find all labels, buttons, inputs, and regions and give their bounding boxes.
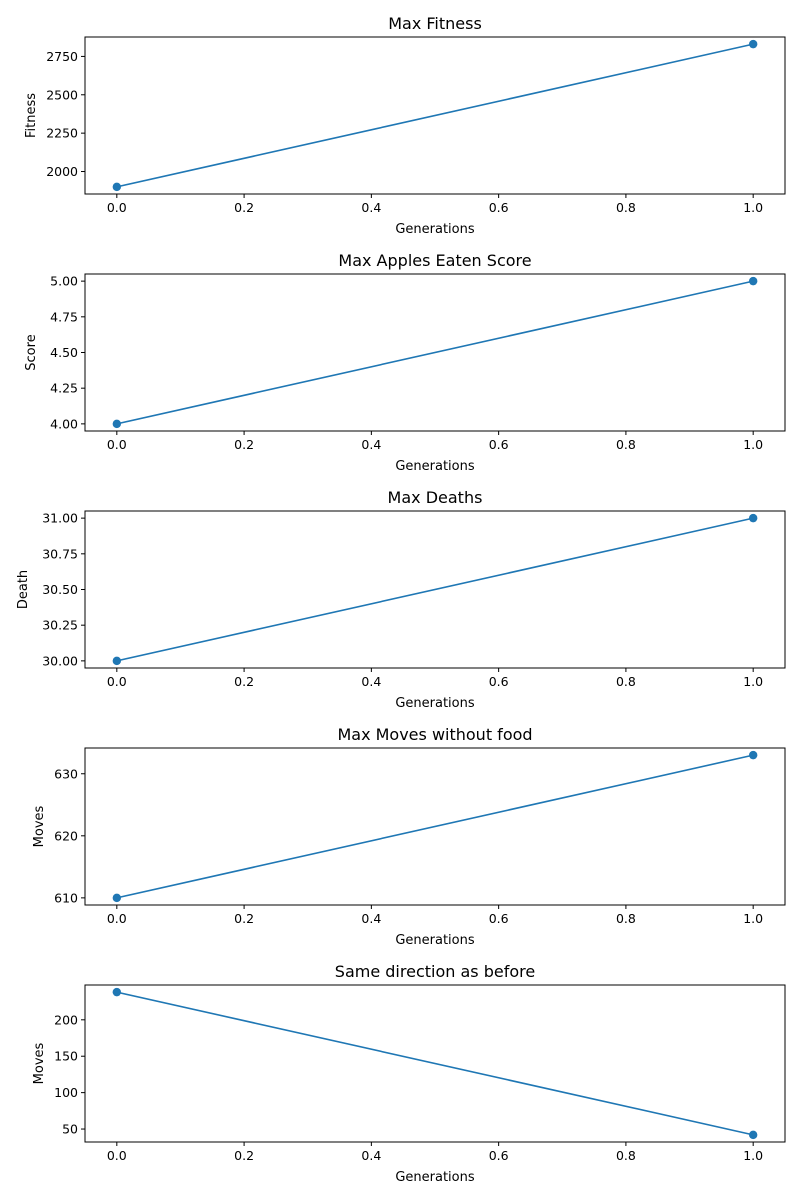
y-tick-label: 4.00 (50, 416, 78, 431)
chart-panel-2: Max Deaths 0.0 0.2 0.4 0.6 0.8 1.0 30.00 30.25 30… (16, 488, 786, 711)
y-tick-label: 150 (54, 1049, 78, 1064)
chart-title: Max Deaths (388, 488, 483, 507)
x-tick-label: 0.0 (107, 674, 127, 689)
x-tick-label: 0.2 (234, 437, 254, 452)
x-tick-label: 0.8 (616, 674, 636, 689)
y-axis-label: Death (16, 570, 31, 609)
x-axis-label: Generations (395, 696, 475, 711)
y-tick-label: 31.00 (42, 511, 78, 526)
y-tick-label: 2750 (46, 49, 78, 64)
y-tick-label: 30.50 (42, 582, 78, 597)
y-tick-label: 2000 (46, 164, 78, 179)
x-tick-label: 1.0 (743, 911, 763, 926)
x-tick-label: 0.0 (107, 437, 127, 452)
x-tick-label: 1.0 (743, 437, 763, 452)
y-tick-label: 4.75 (50, 309, 78, 324)
data-point (748, 276, 758, 286)
series-line (116, 43, 754, 188)
y-tick-label: 620 (54, 828, 78, 843)
y-axis-label: Moves (32, 1042, 47, 1084)
series-line (116, 991, 754, 1136)
x-tick-label: 0.4 (361, 674, 381, 689)
x-tick-label: 0.4 (361, 1148, 381, 1163)
x-tick-label: 0.2 (234, 1148, 254, 1163)
data-point (748, 39, 758, 49)
x-tick-label: 0.0 (107, 911, 127, 926)
data-point (112, 893, 122, 903)
y-tick-label: 4.25 (50, 381, 78, 396)
plot-frame (84, 984, 786, 1143)
x-tick-label: 0.6 (489, 911, 509, 926)
x-tick-label: 0.6 (489, 674, 509, 689)
data-point (112, 656, 122, 666)
x-tick-label: 0.8 (616, 1148, 636, 1163)
y-axis-label: Score (24, 334, 39, 370)
chart-title: Max Moves without food (337, 725, 532, 744)
chart-panel-1: Max Apples Eaten Score 0.0 0.2 0.4 0.6 0.8 1.0… (24, 251, 786, 474)
series-line (116, 517, 754, 662)
y-tick-label: 630 (54, 766, 78, 781)
y-tick-label: 5.00 (50, 274, 78, 289)
x-tick-label: 0.4 (361, 911, 381, 926)
x-axis-label: Generations (395, 222, 475, 237)
x-tick-label: 0.0 (107, 200, 127, 215)
chart-panel-0: Max Fitness 0.0 0.2 0.4 0.6 0.8 1.0 2000 2250 250… (24, 14, 786, 237)
x-tick-label: 0.6 (489, 200, 509, 215)
y-tick-label: 30.75 (42, 546, 78, 561)
x-tick-label: 1.0 (743, 200, 763, 215)
data-point (112, 182, 122, 192)
plot-frame (84, 36, 786, 195)
series-line (116, 754, 754, 899)
x-axis-label: Generations (395, 459, 475, 474)
x-tick-label: 0.6 (489, 437, 509, 452)
plot-frame (84, 747, 786, 906)
x-tick-label: 0.4 (361, 437, 381, 452)
y-tick-label: 610 (54, 890, 78, 905)
chart-title: Max Apples Eaten Score (338, 251, 531, 270)
x-tick-label: 0.8 (616, 200, 636, 215)
x-tick-label: 0.6 (489, 1148, 509, 1163)
chart-title: Max Fitness (388, 14, 482, 33)
x-tick-label: 0.0 (107, 1148, 127, 1163)
data-point (748, 513, 758, 523)
y-tick-label: 2500 (46, 87, 78, 102)
series-line (116, 280, 754, 425)
x-tick-label: 0.8 (616, 437, 636, 452)
x-tick-label: 0.2 (234, 911, 254, 926)
x-tick-label: 0.2 (234, 200, 254, 215)
y-axis-label: Fitness (24, 93, 39, 138)
y-tick-label: 4.50 (50, 345, 78, 360)
x-axis-label: Generations (395, 1170, 475, 1185)
x-tick-label: 0.8 (616, 911, 636, 926)
data-point (748, 750, 758, 760)
x-tick-label: 0.4 (361, 200, 381, 215)
y-tick-label: 100 (54, 1085, 78, 1100)
y-tick-label: 2250 (46, 126, 78, 141)
chart-panel-3: Max Moves without food 0.0 0.2 0.4 0.6 0.8 1.0… (32, 725, 786, 948)
data-point (748, 1130, 758, 1140)
x-tick-label: 0.2 (234, 674, 254, 689)
x-tick-label: 1.0 (743, 1148, 763, 1163)
y-tick-label: 200 (54, 1012, 78, 1027)
data-point (112, 419, 122, 429)
x-axis-label: Generations (395, 933, 475, 948)
y-tick-label: 50 (62, 1122, 78, 1137)
data-point (112, 987, 122, 997)
chart-panel-4: Same direction as before 0.0 0.2 0.4 0.6 0.8 1… (32, 962, 786, 1185)
chart-title: Same direction as before (335, 962, 535, 981)
x-tick-label: 1.0 (743, 674, 763, 689)
y-axis-label: Moves (32, 805, 47, 847)
y-tick-label: 30.00 (42, 653, 78, 668)
y-tick-label: 30.25 (42, 618, 78, 633)
